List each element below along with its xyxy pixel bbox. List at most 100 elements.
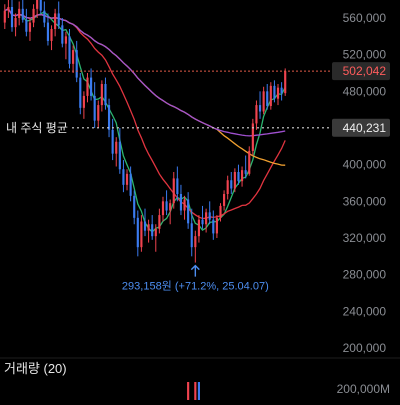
candle-body (226, 180, 229, 194)
y-tick-label: 240,000 (343, 304, 387, 318)
candle-body (7, 7, 10, 11)
low-annotation-label: 293,158원 (+71.2%, 25.04.07) (122, 280, 269, 293)
candle-body (18, 8, 21, 18)
volume-bar (194, 382, 197, 400)
candle-body (10, 7, 14, 28)
volume-tick-label: 200,000M (337, 382, 390, 396)
candle-body (133, 195, 136, 218)
candle-body (251, 123, 254, 151)
candle-body (169, 203, 172, 211)
candle-body (244, 170, 247, 174)
candle-body (194, 236, 197, 248)
candle-body (125, 173, 129, 185)
low-arrow-icon (190, 264, 200, 277)
candle-body (237, 172, 240, 182)
volume-bar (197, 382, 201, 400)
candle-body (21, 8, 24, 20)
y-tick-label: 320,000 (343, 231, 387, 245)
volume-title: 거래량 (20) (4, 361, 67, 376)
ma120-line (4, 7, 286, 137)
candle-body (143, 221, 147, 231)
candle-body (75, 50, 78, 78)
candle-body (68, 36, 71, 64)
candle-body (165, 201, 168, 211)
candle-body (50, 29, 53, 41)
candle-body (154, 228, 157, 237)
candle-body (82, 95, 85, 108)
candle-body (223, 194, 226, 206)
candle-body (284, 71, 287, 94)
candle-body (179, 194, 183, 211)
candle-body (64, 36, 67, 44)
candle-body (140, 221, 143, 248)
candle-body (97, 105, 100, 121)
candle-body (39, 0, 42, 11)
candle-body (122, 169, 125, 185)
candle-body (57, 13, 60, 26)
candle-body (89, 77, 93, 96)
avg-price-label: 440,231 (343, 121, 387, 135)
avg-price-tag (332, 118, 390, 137)
candle-body (190, 223, 193, 248)
candle-body (248, 150, 251, 174)
y-tick-label: 480,000 (343, 84, 387, 98)
candle-body (172, 178, 175, 204)
avg-caption-bg (0, 118, 72, 137)
candle-body (269, 85, 272, 106)
candle-body (79, 77, 82, 108)
candle-body (36, 0, 39, 9)
current-price-tag (332, 62, 390, 81)
candle-body (205, 212, 208, 225)
candle-body (233, 172, 236, 189)
candle-body (212, 219, 215, 234)
volume-bar (187, 382, 190, 400)
candle-body (240, 170, 244, 182)
candle-body (107, 105, 111, 130)
candle-body (161, 201, 165, 216)
candle-body (72, 50, 75, 64)
candle-body (28, 22, 32, 32)
candle-body (183, 199, 186, 211)
candle-body (151, 224, 154, 237)
candle-body (86, 77, 89, 96)
candle-body (43, 10, 46, 23)
candle-body (104, 84, 107, 106)
candle-body (197, 219, 201, 237)
candle-body (25, 19, 28, 32)
y-tick-label: 360,000 (343, 194, 387, 208)
candle-body (276, 87, 280, 99)
candle-body (215, 217, 218, 234)
candle-body (280, 87, 283, 94)
candle-body (3, 10, 6, 23)
candle-body (46, 22, 50, 41)
candle-body (32, 8, 35, 23)
candle-body (201, 219, 204, 225)
candle-body (176, 178, 179, 194)
candle-body (129, 173, 132, 196)
y-tick-label: 200,000 (343, 341, 387, 355)
candle-body (230, 180, 233, 189)
candle-body (14, 18, 17, 28)
candle-body (258, 105, 262, 112)
candle-body (54, 13, 57, 29)
candle-body (219, 205, 222, 218)
candle-body (115, 141, 118, 154)
candle-body (262, 91, 265, 112)
current-price-label: 502,042 (343, 64, 387, 78)
candle-body (61, 25, 64, 44)
candle-body (208, 212, 211, 220)
y-tick-label: 560,000 (343, 11, 387, 25)
candle-body (187, 199, 190, 224)
y-tick-label: 520,000 (343, 48, 387, 62)
candle-body (100, 84, 103, 106)
candle-body (118, 141, 121, 170)
y-tick-label: 400,000 (343, 158, 387, 172)
candle-body (111, 129, 114, 154)
candle-body (147, 224, 150, 231)
y-tick-label: 280,000 (343, 268, 387, 282)
avg-price-caption: 내 주식 평균 (6, 121, 68, 135)
candle-body (93, 95, 96, 121)
candle-body (255, 105, 258, 124)
